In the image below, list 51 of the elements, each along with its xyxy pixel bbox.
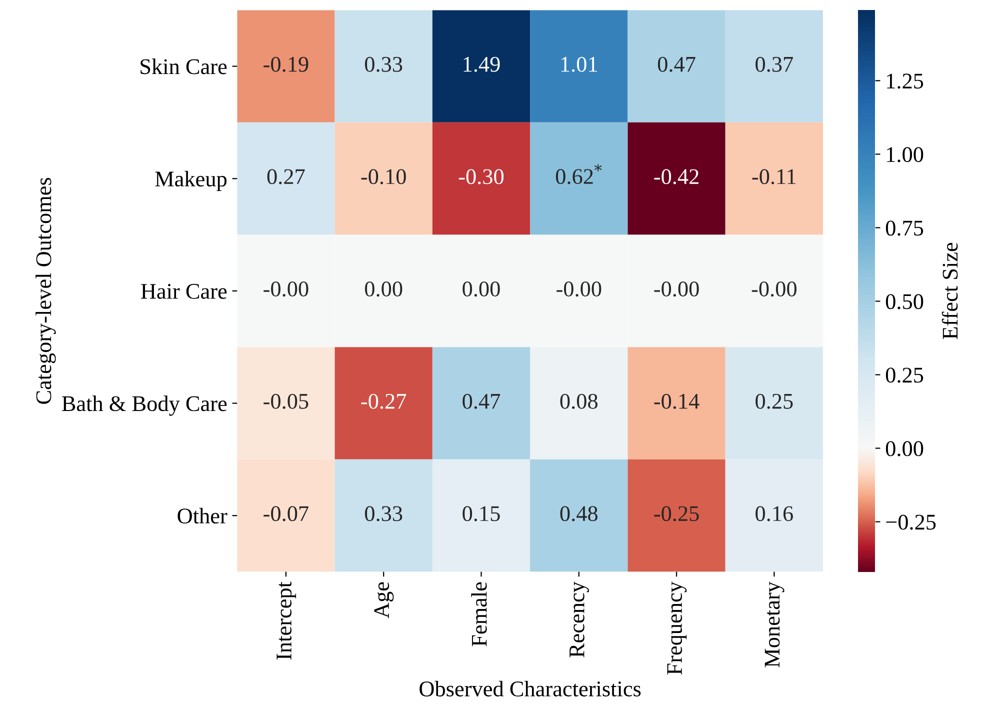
data-label: -0.07 bbox=[264, 506, 308, 522]
data-label: 0.25 bbox=[756, 394, 793, 409]
data-label: -0.42 bbox=[654, 169, 698, 184]
data-label: 0.62$^{*}$ bbox=[556, 164, 602, 184]
color-bar-label: −0.25 bbox=[886, 514, 936, 530]
data-label: 0.37 bbox=[756, 56, 793, 72]
data-label: 0.48 bbox=[560, 506, 598, 522]
data-label: -0.00 bbox=[752, 281, 796, 297]
data-label: 0.15 bbox=[462, 506, 500, 522]
x-tick-label: Age bbox=[374, 582, 394, 618]
data-label: -0.10 bbox=[361, 169, 406, 184]
y-tick-label: Skin Care bbox=[140, 58, 227, 74]
data-label: -0.11 bbox=[752, 169, 796, 184]
color-bar-label: 0.50 bbox=[886, 294, 924, 310]
data-label: -0.00 bbox=[556, 281, 602, 297]
data-label: 0.33 bbox=[364, 506, 402, 522]
data-label: 0.08 bbox=[560, 394, 598, 409]
data-label: 0.33 bbox=[364, 56, 402, 72]
data-label: -0.25 bbox=[654, 506, 699, 522]
y-tick-label: Hair Care bbox=[141, 284, 227, 299]
x-axis-title: Observed Characteristics bbox=[420, 680, 641, 696]
color-bar-label: 0.00 bbox=[886, 441, 924, 456]
color-bar-label: 0.75 bbox=[886, 220, 924, 236]
color-bar-title: Effect Size bbox=[942, 242, 958, 340]
y-tick-label: Other bbox=[178, 508, 228, 524]
data-label: 0.00 bbox=[364, 281, 402, 297]
x-tick-label: Recency bbox=[570, 582, 589, 658]
data-label: -0.27 bbox=[361, 394, 406, 409]
x-tick-label: Monetary bbox=[764, 582, 784, 668]
color-bar-label: 1.25 bbox=[887, 74, 924, 89]
x-tick-label: Intercept bbox=[276, 582, 296, 660]
color-bar-label: 1.00 bbox=[887, 147, 924, 162]
y-tick-label: Bath & Body Care bbox=[62, 396, 227, 416]
data-label: -0.19 bbox=[264, 56, 308, 72]
data-label: 0.47 bbox=[462, 394, 500, 409]
data-label: -0.00 bbox=[264, 281, 308, 297]
x-tick-label: Female bbox=[471, 582, 487, 646]
data-label: 1.01 bbox=[561, 56, 597, 72]
data-label: -0.00 bbox=[654, 281, 699, 297]
data-label: 0.27 bbox=[267, 169, 305, 184]
y-tick-label: Makeup bbox=[155, 170, 227, 192]
color-bar-label: 0.25 bbox=[886, 368, 924, 383]
data-label: 0.16 bbox=[756, 506, 793, 522]
data-label: -0.05 bbox=[264, 394, 308, 409]
data-label: 0.47 bbox=[658, 56, 696, 72]
data-label: -0.14 bbox=[654, 394, 700, 409]
y-axis-title: Category-level Outcomes bbox=[36, 178, 56, 404]
data-label: 1.49 bbox=[464, 56, 500, 72]
data-label: 0.00 bbox=[462, 281, 500, 297]
x-tick-label: Frequency bbox=[667, 582, 687, 675]
data-label: -0.30 bbox=[458, 169, 504, 184]
